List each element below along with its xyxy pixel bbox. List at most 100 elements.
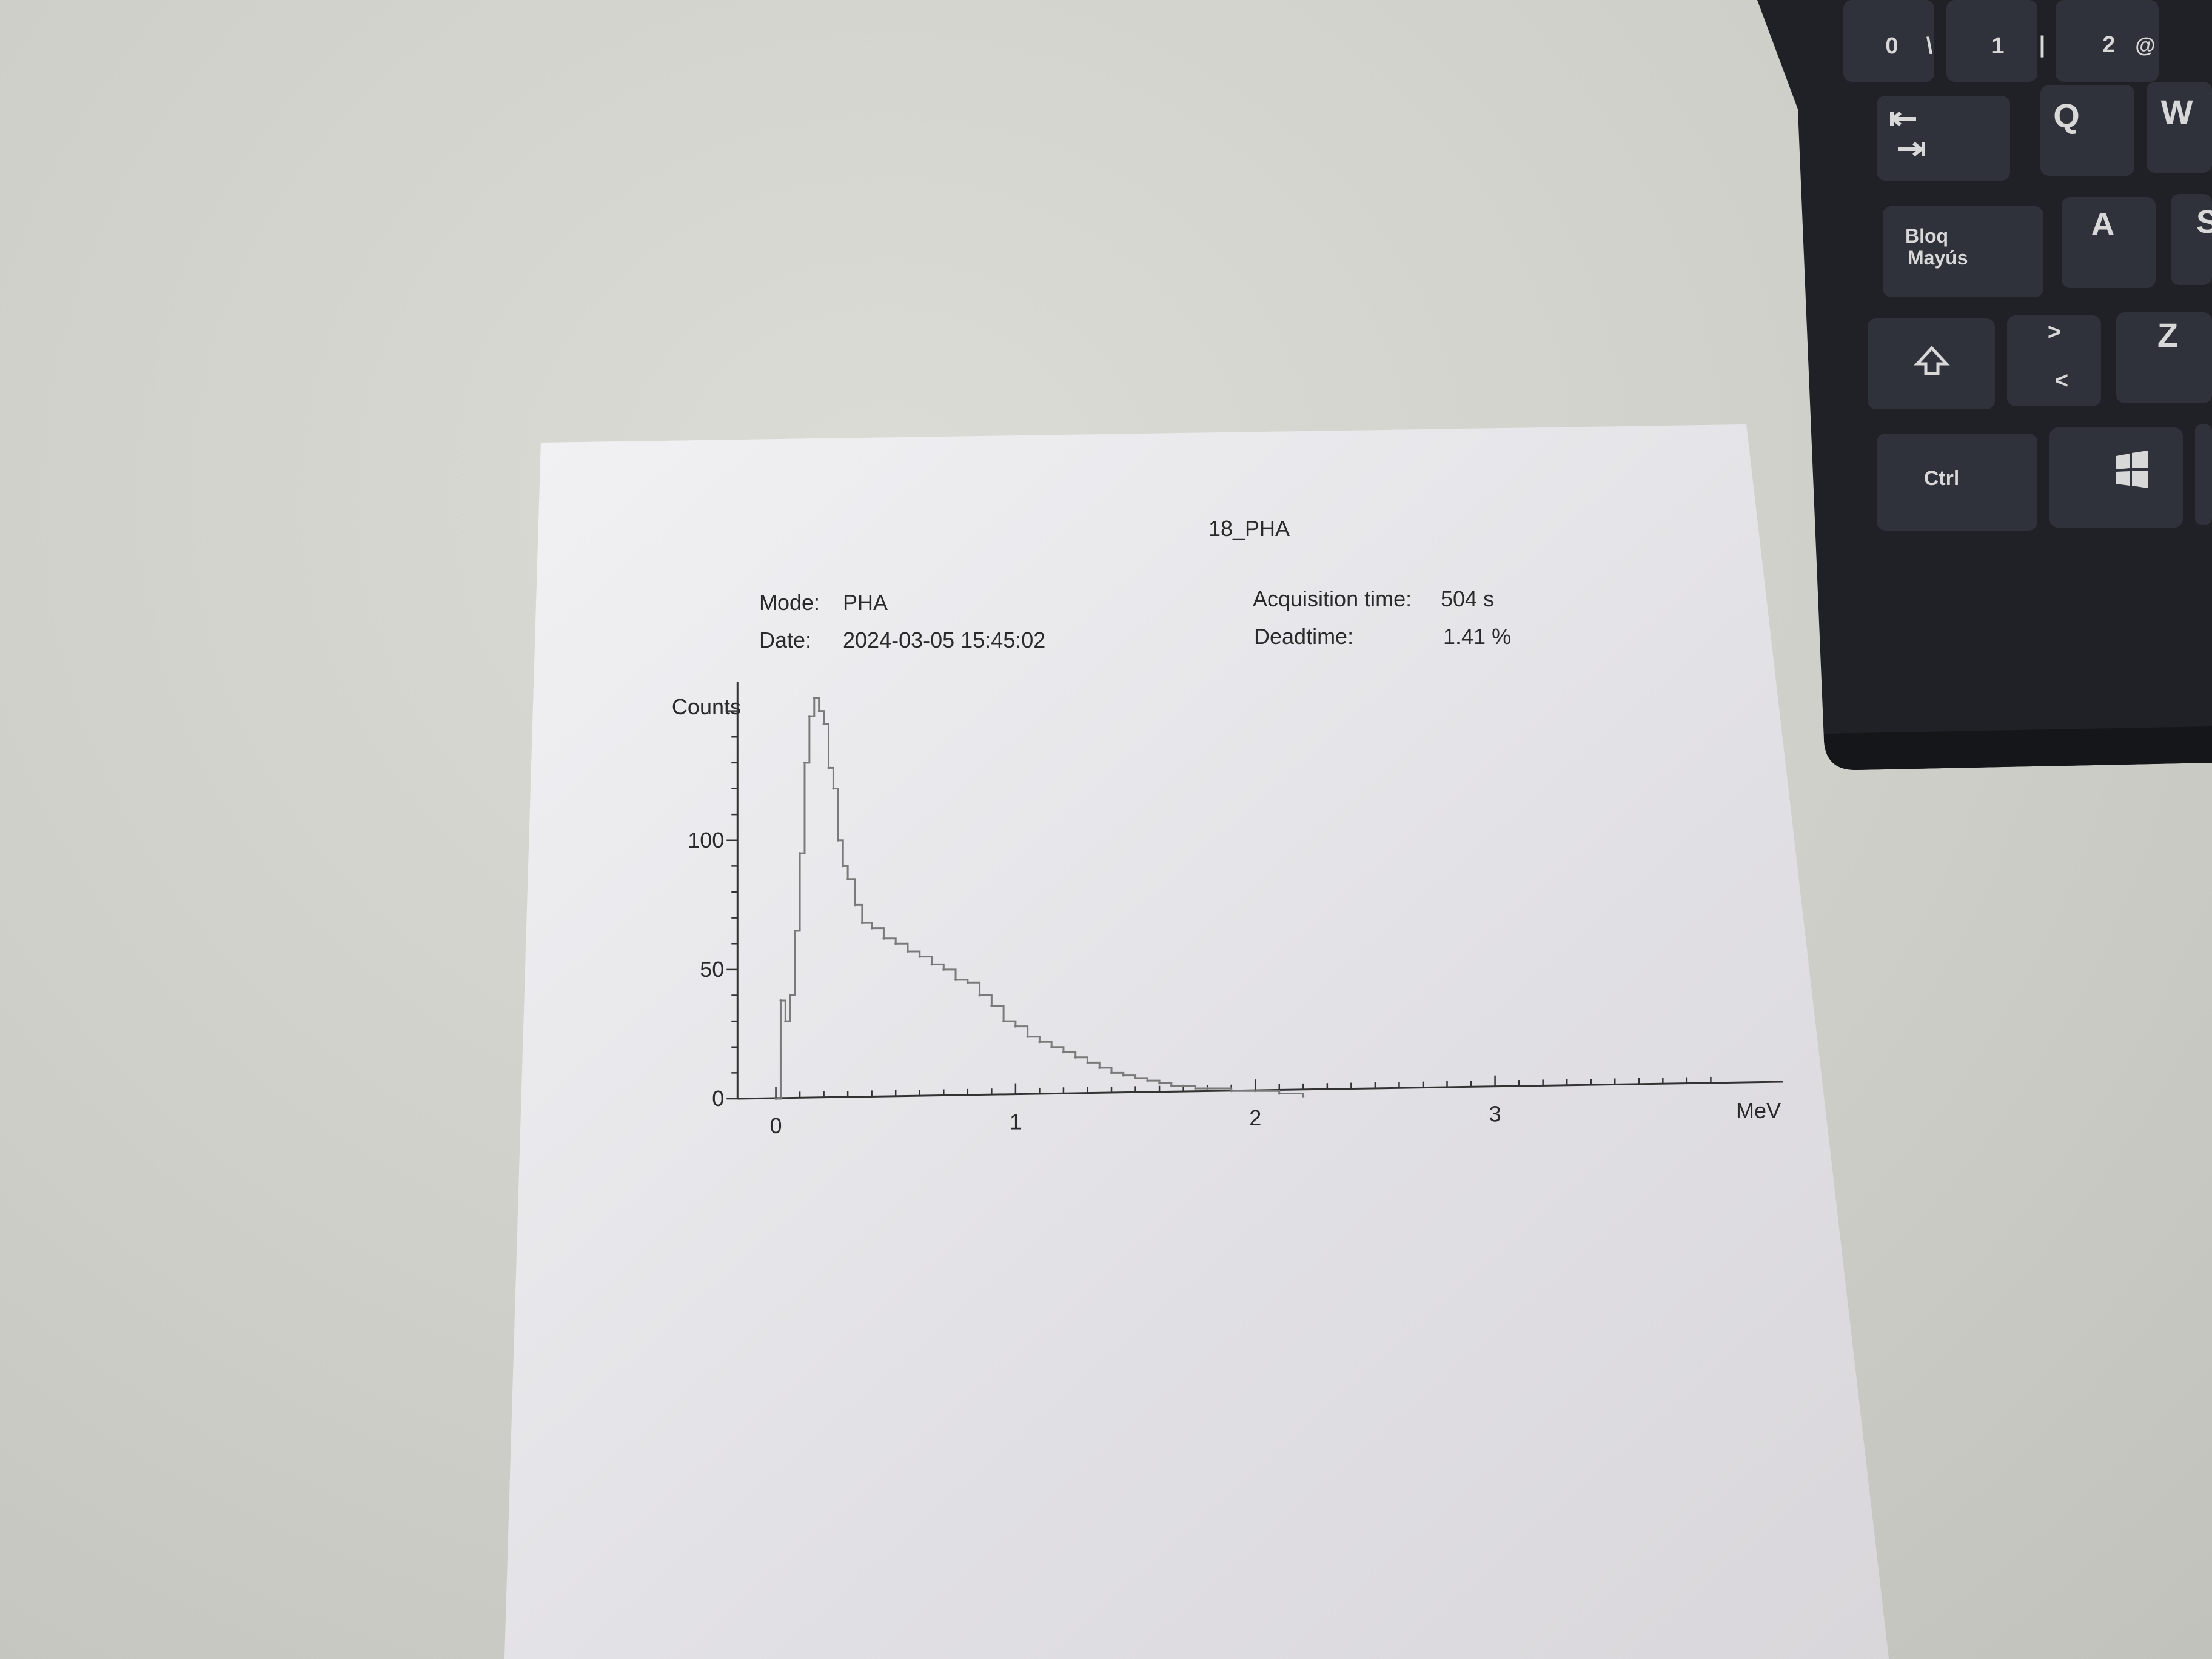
spectrum-point (1086, 1061, 1089, 1064)
key-2[interactable]: 2 @ (2056, 0, 2159, 82)
spectrum-point (1170, 1084, 1173, 1087)
key-alt[interactable] (2195, 424, 2212, 525)
spectrum-point (827, 766, 830, 769)
date-label: Date: (759, 628, 811, 652)
key-caps-lock[interactable]: Bloq Mayús (1883, 206, 2043, 297)
spectrum-point (1278, 1092, 1281, 1095)
key-pipe-label: | (2039, 32, 2046, 58)
spectrum-point (1122, 1074, 1125, 1077)
date-value: 2024-03-05 15:45:02 (843, 628, 1045, 652)
key-q[interactable]: Q (2040, 85, 2134, 176)
key-w-label: W (2161, 93, 2193, 131)
spectrum-point (990, 1004, 993, 1007)
spectrum-point (1194, 1087, 1197, 1090)
printout-title: 18_PHA (1208, 516, 1290, 541)
spectrum-point (794, 929, 797, 932)
spectrum-point (837, 839, 840, 842)
spectrum-point (906, 950, 909, 953)
deadtime-label: Deadtime: (1254, 624, 1353, 649)
spectrum-point (1098, 1066, 1101, 1069)
spectrum-point (1158, 1082, 1161, 1085)
x-tick-label: 1 (1010, 1110, 1022, 1134)
key-ctrl[interactable]: Ctrl (1877, 434, 2037, 531)
key-0[interactable]: 0 (1843, 0, 1934, 82)
spectrum-point (1230, 1090, 1233, 1093)
spectrum-point (930, 963, 933, 966)
spectrum-point (1050, 1045, 1053, 1048)
x-tick-label: 3 (1489, 1102, 1501, 1127)
windows-logo-icon (2116, 451, 2148, 488)
key-s[interactable]: S (2171, 194, 2212, 285)
key-q-label: Q (2053, 96, 2080, 135)
spectrum-point (1206, 1087, 1209, 1090)
key-1[interactable]: 1 | (1946, 0, 2045, 82)
spectrum-point (954, 978, 957, 981)
key-ctrl-label: Ctrl (1924, 467, 1960, 490)
spectrum-point (774, 1098, 777, 1100)
x-tick-label: 0 (770, 1113, 782, 1138)
spectrum-point (846, 877, 850, 880)
spectrum-point (854, 903, 856, 907)
spectrum-point (822, 722, 825, 725)
key-w[interactable]: W (2147, 82, 2212, 173)
y-tick-label: 100 (688, 828, 724, 853)
spectrum-point (894, 942, 897, 945)
key-s-label: S (2196, 204, 2212, 240)
key-less-greater[interactable]: > < (2007, 315, 2101, 406)
spectrum-point (1146, 1079, 1149, 1082)
key-shift[interactable] (1868, 318, 1995, 409)
key-caps-label-line1: Bloq (1905, 225, 1948, 247)
y-tick-label: 0 (712, 1086, 724, 1111)
spectrum-point (918, 955, 921, 958)
key-1-label: 1 (1991, 33, 2004, 59)
spectrum-point (799, 852, 802, 855)
spectrum-point (832, 787, 835, 790)
spectrum-point (1110, 1071, 1113, 1074)
key-z[interactable]: Z (2116, 312, 2212, 403)
spectrum-point (817, 709, 820, 712)
spectrum-point (784, 1020, 787, 1023)
key-tab[interactable] (1877, 96, 2010, 181)
acquisition-time-label: Acquisition time: (1253, 586, 1412, 611)
pha-spectrum-chart: Counts MeV 0 1 2 3 0 50 100 (672, 682, 1783, 1138)
mode-value: PHA (843, 590, 888, 615)
spectrum-point (808, 715, 811, 718)
key-backslash-label: \ (1926, 33, 1933, 59)
key-at-label: @ (2135, 34, 2155, 57)
key-0-label: 0 (1885, 33, 1898, 59)
spectrum-point (978, 994, 981, 997)
tab-arrows-icon (1890, 111, 1925, 157)
spectrum-point (966, 981, 969, 984)
key-lt-label: < (2055, 368, 2068, 394)
spectrum-point (789, 994, 792, 997)
spectrum-point (803, 761, 806, 764)
key-2-label: 2 (2102, 32, 2115, 58)
key-gt-label: > (2048, 320, 2061, 345)
spectrum-point (1302, 1094, 1305, 1098)
x-axis-label: MeV (1736, 1098, 1781, 1123)
deadtime-value: 1.41 % (1443, 624, 1511, 649)
spectrum-point (870, 927, 873, 930)
spectrum-point (1026, 1035, 1029, 1038)
key-windows[interactable] (2049, 427, 2183, 528)
key-a-label: A (2091, 206, 2115, 243)
x-tick-label: 2 (1249, 1105, 1261, 1130)
spectrum-point (942, 968, 945, 971)
spectrum-point (1074, 1056, 1077, 1059)
spectrum-point (813, 697, 816, 700)
shift-arrow-icon (1914, 346, 1950, 375)
key-caps-label-line2: Mayús (1908, 247, 1968, 269)
spectrum-point (1038, 1041, 1041, 1044)
y-tick-label: 50 (700, 957, 724, 982)
key-backslash[interactable]: \ (1926, 33, 1933, 59)
spectrum-point (1182, 1084, 1185, 1087)
spectrum-point (779, 999, 782, 1002)
spectrum-point (1134, 1076, 1137, 1079)
acquisition-time-value: 504 s (1441, 586, 1494, 611)
y-axis-label: Counts (672, 694, 741, 719)
spectrum-point (1002, 1020, 1005, 1023)
key-a[interactable]: A (2062, 197, 2156, 288)
spectrum-point (1014, 1025, 1017, 1028)
